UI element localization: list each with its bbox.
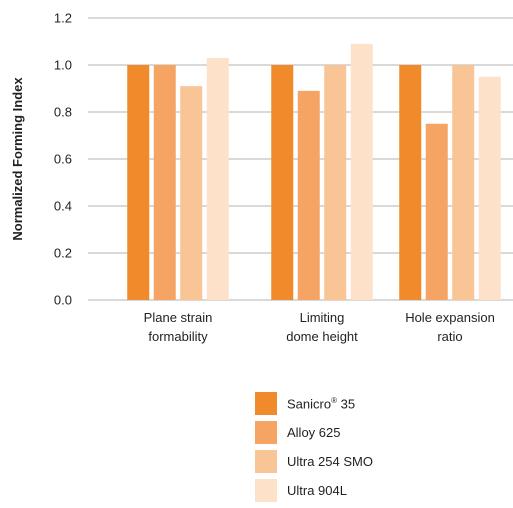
y-tick-label: 1.2: [54, 11, 72, 26]
bar: [399, 65, 422, 300]
y-tick-label: 0.0: [54, 293, 72, 308]
x-category-label: Plane strain: [144, 310, 213, 325]
legend-item-alloy-625: Alloy 625: [255, 421, 373, 444]
y-tick-label: 0.8: [54, 105, 72, 120]
bar: [271, 65, 294, 300]
x-category-label: Hole expansion: [405, 310, 495, 325]
legend-label: Ultra 254 SMO: [287, 454, 373, 469]
legend-label: Ultra 904L: [287, 483, 347, 498]
legend-swatch-alloy-625: [255, 421, 277, 444]
bar: [324, 65, 347, 300]
bar-chart: 0.0 0.2 0.4 0.6 0.8 1.0 1.2 Plane strain formab…: [10, 11, 513, 344]
bar: [297, 90, 320, 300]
legend-item-ultra-904l: Ultra 904L: [255, 479, 373, 502]
legend-label: Sanicro® 35: [287, 395, 356, 412]
y-tick-label: 0.6: [54, 152, 72, 167]
legend: Sanicro® 35 Alloy 625 Ultra 254 SMO Ultr…: [255, 392, 373, 508]
x-category-label: ratio: [437, 329, 462, 344]
bars: [127, 43, 501, 301]
y-axis-label: Normalized Forming Index: [10, 77, 25, 241]
x-category-labels: Plane strain formability Limiting dome heig…: [144, 310, 495, 344]
bar: [153, 65, 176, 300]
legend-item-ultra-254-smo: Ultra 254 SMO: [255, 450, 373, 473]
legend-item-sanicro-35: Sanicro® 35: [255, 392, 373, 415]
legend-label: Alloy 625: [287, 425, 341, 440]
legend-swatch-sanicro-35: [255, 392, 277, 415]
bar: [350, 43, 373, 300]
bar: [478, 76, 501, 300]
y-tick-label: 0.4: [54, 199, 72, 214]
y-tick-label: 1.0: [54, 58, 72, 73]
legend-swatch-ultra-904l: [255, 479, 277, 502]
x-category-label: Limiting: [300, 310, 345, 325]
y-tick-labels: 0.0 0.2 0.4 0.6 0.8 1.0 1.2: [54, 11, 72, 308]
bar: [180, 86, 203, 301]
bar: [127, 65, 150, 300]
y-tick-label: 0.2: [54, 246, 72, 261]
bar: [425, 123, 448, 300]
bar: [452, 65, 475, 300]
x-category-label: formability: [148, 329, 208, 344]
bar: [206, 57, 229, 301]
x-category-label: dome height: [286, 329, 358, 344]
legend-swatch-ultra-254-smo: [255, 450, 277, 473]
